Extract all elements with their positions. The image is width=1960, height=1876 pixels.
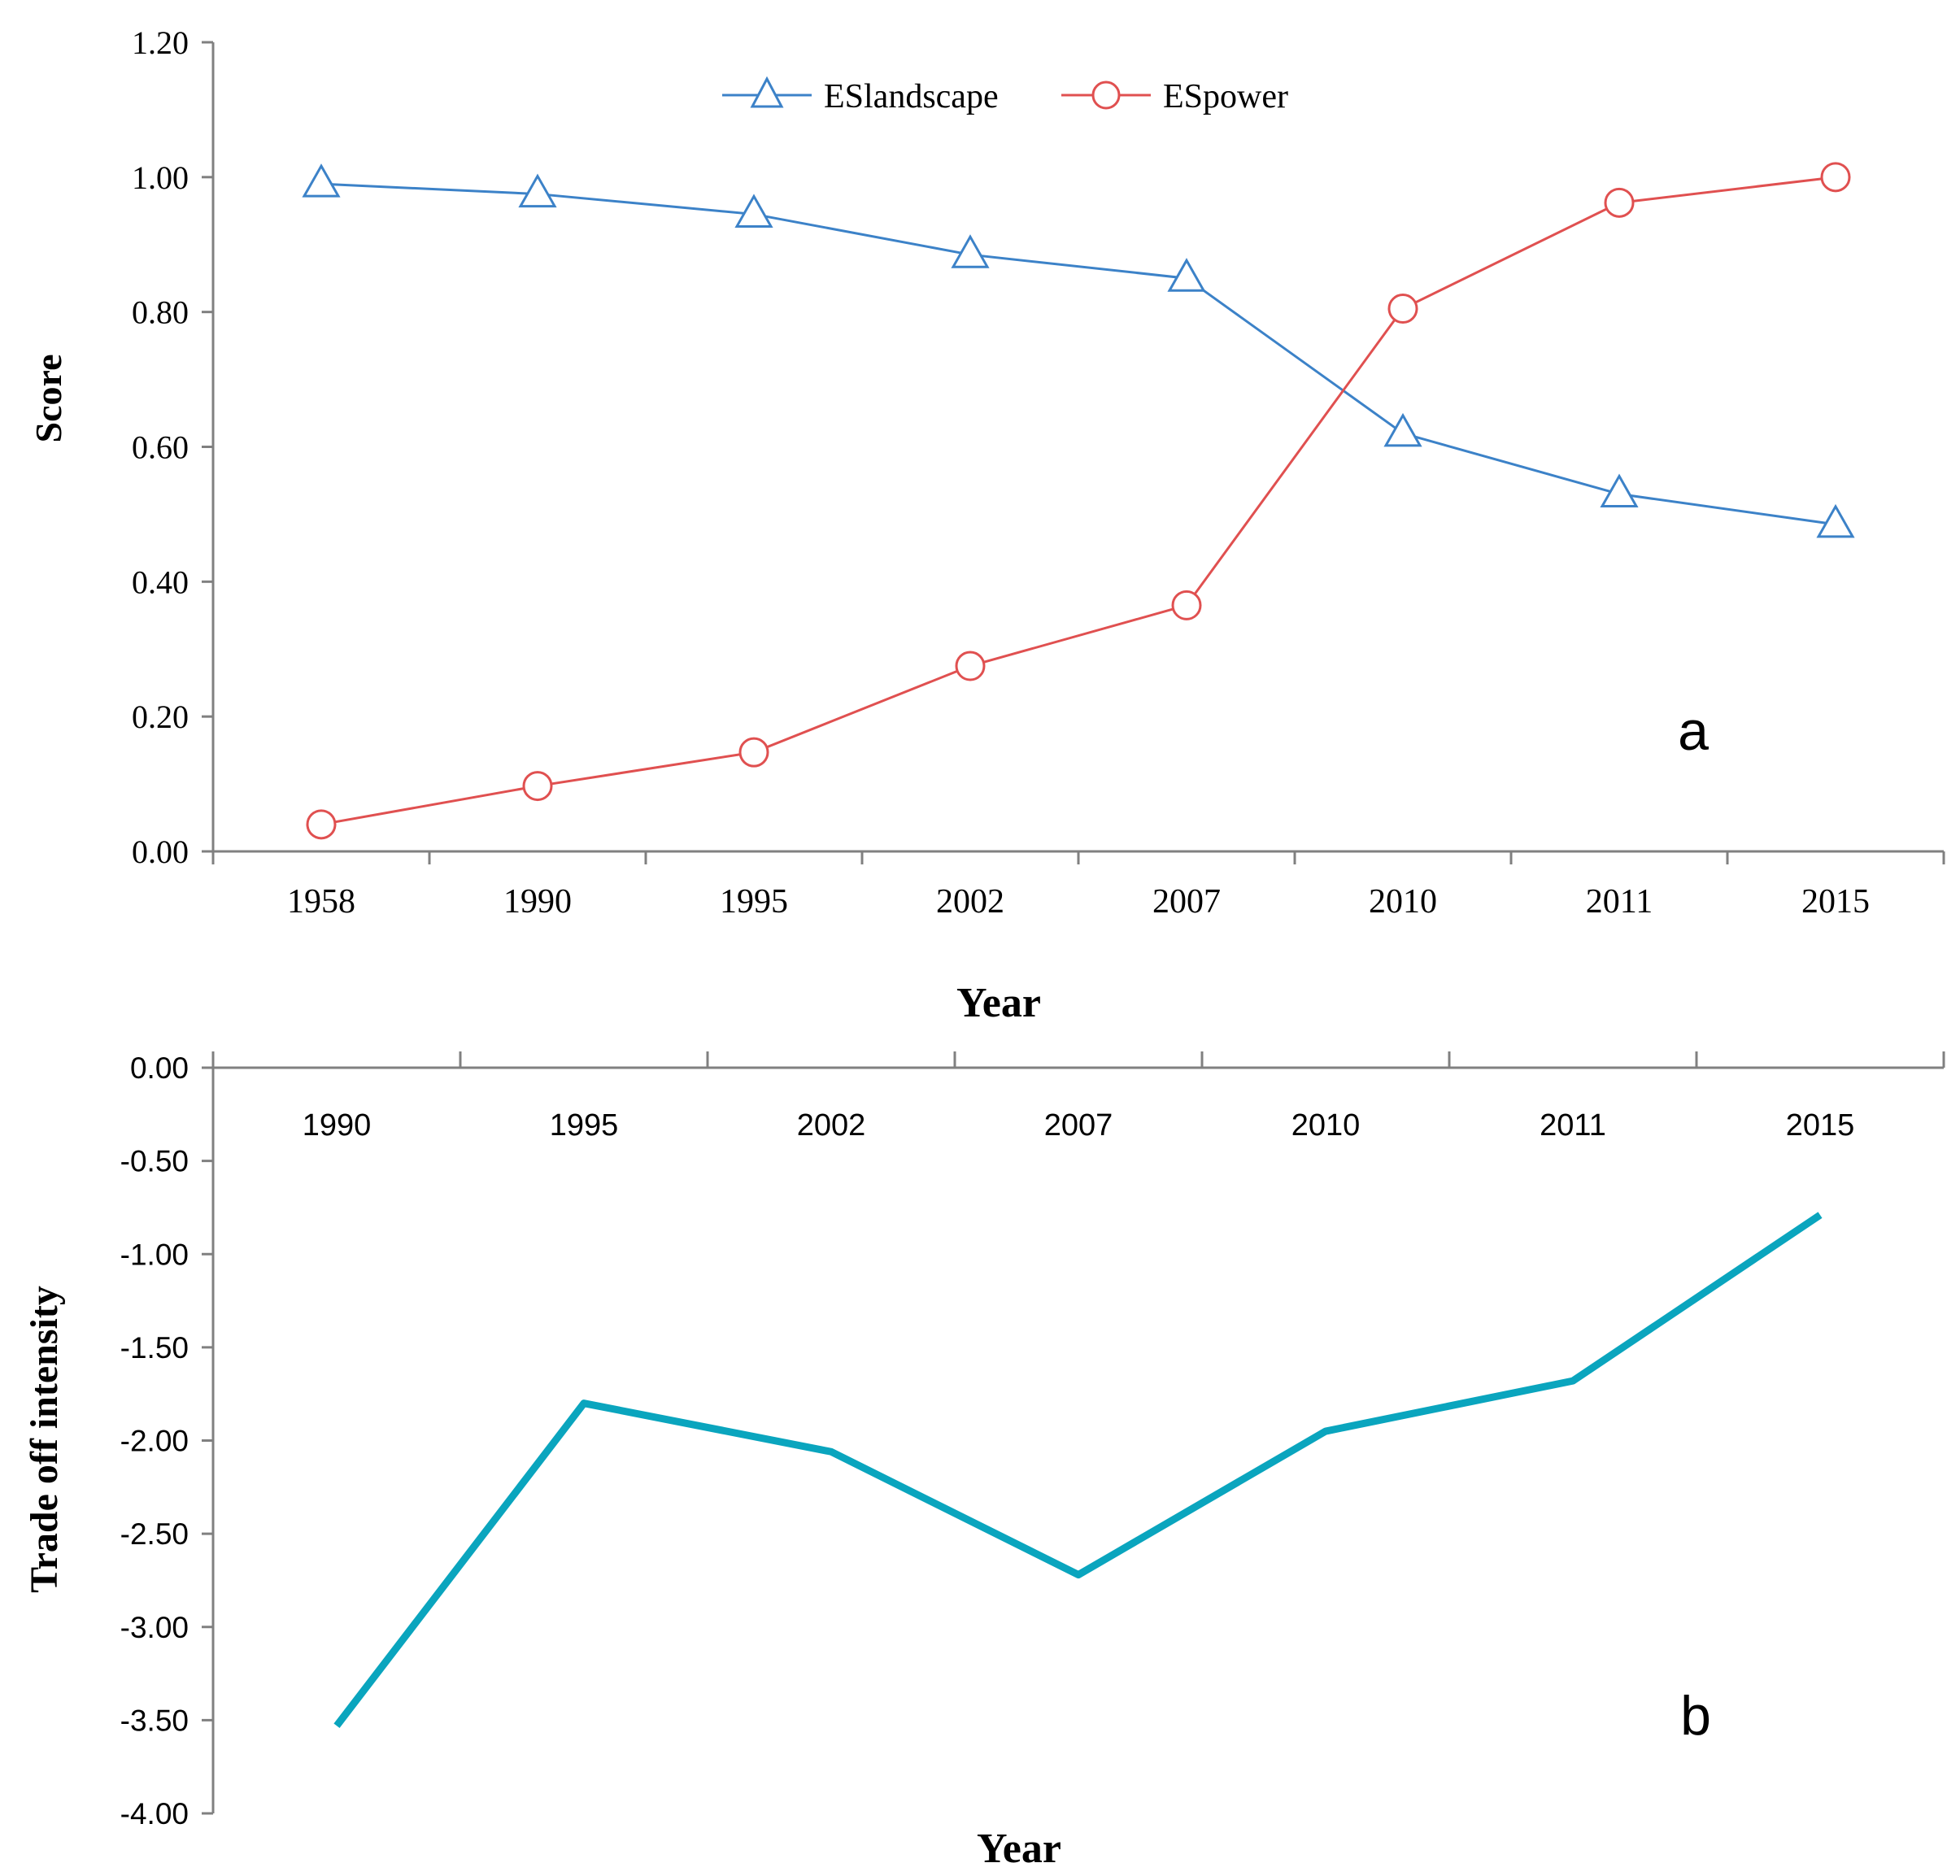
- panel-a-y-tick-label: 0.00: [132, 834, 189, 870]
- legend-eslandscape-label: ESlandscape: [824, 78, 999, 115]
- panel-a-x-axis-title: Year: [956, 980, 1041, 1026]
- panel-b-chart: 0.00 -0.50 -1.00 -1.50 -2.00 -2.50 -3.00 -3.50 -…: [23, 1051, 1945, 1872]
- panel-a-y-tick-label: 1.20: [132, 24, 189, 61]
- series-trade-off-intensity-line: [333, 1212, 1823, 1728]
- panel-b-y-axis-title: Trade off intensity: [23, 1286, 66, 1593]
- panel-a-y-axis-title: Score: [28, 354, 69, 442]
- point-espower-2002: [955, 651, 986, 681]
- legend-espower-marker: [1091, 81, 1121, 110]
- point-espower-2010: [1387, 294, 1418, 324]
- panel-a-y-tick-label: 0.80: [132, 294, 189, 331]
- panel-b-y-tick-label: 0.00: [130, 1051, 189, 1085]
- point-eslandscape-2002: [951, 234, 990, 268]
- panel-a-x-tick-label-1995: 1995: [720, 883, 788, 921]
- panel-b-y-tick-label: -1.00: [120, 1238, 189, 1271]
- panel-a-label: a: [1678, 700, 1709, 762]
- point-eslandscape-2010: [1383, 412, 1422, 447]
- panel-b-x-tick-label-2015: 2015: [1786, 1108, 1855, 1143]
- point-espower-2007: [1171, 590, 1202, 620]
- panel-a-chart: 0.00 0.20 0.40 0.60 0.80 1.00 1.20 1958 1990 199…: [28, 24, 1945, 1026]
- panel-b-y-tick-label: -3.00: [120, 1611, 189, 1644]
- panel-b-y-tick-label: -0.50: [120, 1145, 189, 1178]
- panel-a-x-tick-label-2002: 2002: [936, 883, 1004, 921]
- panel-a-y-tick-label: 1.00: [132, 159, 189, 196]
- point-espower-1995: [738, 737, 769, 768]
- panel-a-x-tick-label-1958: 1958: [287, 883, 355, 921]
- point-eslandscape-1990: [518, 173, 557, 208]
- legend: ESlandscape ESpower: [722, 76, 1288, 115]
- panel-b-y-tick-label: -2.50: [120, 1517, 189, 1551]
- point-eslandscape-1995: [734, 194, 773, 228]
- panel-b-label: b: [1680, 1685, 1711, 1747]
- panel-a-y-tick-label: 0.60: [132, 429, 189, 466]
- point-espower-2015: [1820, 162, 1851, 193]
- panel-a-y-tick-label: 0.20: [132, 699, 189, 735]
- panel-b-y-tick-label: -4.00: [120, 1797, 189, 1830]
- panel-a-x-tick-label-2010: 2010: [1369, 883, 1437, 921]
- point-espower-1990: [522, 771, 553, 802]
- point-espower-1958: [306, 809, 337, 840]
- panel-a-x-tick-label-2007: 2007: [1152, 883, 1221, 921]
- panel-b-x-tick-label-2010: 2010: [1291, 1108, 1361, 1143]
- point-espower-2011: [1604, 187, 1635, 218]
- panel-b-x-tick-label-2007: 2007: [1044, 1108, 1113, 1143]
- point-eslandscape-1958: [302, 163, 341, 198]
- point-eslandscape-2015: [1816, 503, 1855, 538]
- panel-b-x-tick-label-2011: 2011: [1540, 1108, 1606, 1143]
- panel-b-x-tick-label-2002: 2002: [797, 1108, 866, 1143]
- panel-b-y-tick-label: -1.50: [120, 1331, 189, 1365]
- panel-a-x-tick-label-2015: 2015: [1801, 883, 1870, 921]
- panel-b-y-tick-label: -2.00: [120, 1425, 189, 1458]
- panel-b-x-tick-label-1995: 1995: [550, 1108, 619, 1143]
- panel-a-x-tick-label-1990: 1990: [503, 883, 572, 921]
- panel-b-x-axis-title: Year: [977, 1826, 1061, 1872]
- panel-b-y-tick-label: -3.50: [120, 1704, 189, 1737]
- legend-eslandscape-marker: [750, 76, 784, 108]
- panel-a-x-tick-label-2011: 2011: [1586, 883, 1653, 921]
- series-espower-line: [320, 176, 1836, 826]
- panel-b-x-tick-label-1990: 1990: [303, 1108, 372, 1143]
- panel-a-y-tick-label: 0.40: [132, 564, 189, 600]
- point-eslandscape-2007: [1167, 258, 1206, 292]
- legend-espower-label: ESpower: [1163, 78, 1288, 115]
- point-eslandscape-2011: [1600, 473, 1639, 508]
- series-eslandscape-line: [320, 182, 1836, 526]
